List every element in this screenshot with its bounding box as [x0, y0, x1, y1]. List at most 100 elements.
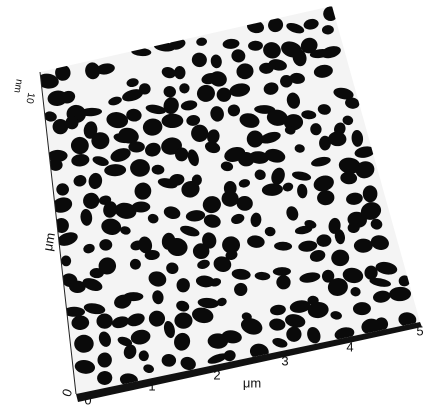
pore [216, 87, 232, 102]
pore [276, 275, 291, 290]
pore [180, 225, 200, 237]
pore [142, 118, 163, 136]
pore [369, 277, 391, 287]
pore [221, 190, 239, 207]
x-tick-label: 1 [148, 378, 155, 393]
pore [147, 213, 159, 224]
pore [91, 132, 110, 150]
x-axis-label: μm [243, 375, 261, 390]
pore [186, 115, 201, 126]
pore [239, 113, 260, 128]
pore [354, 146, 375, 158]
pore [96, 313, 113, 329]
pore [134, 182, 152, 200]
pore [169, 173, 185, 186]
pore [88, 172, 103, 190]
pore [123, 344, 137, 360]
pore [389, 286, 412, 302]
pore [203, 214, 221, 228]
pore [126, 108, 142, 122]
pore [360, 202, 382, 220]
pore [138, 350, 149, 362]
pore [163, 320, 175, 339]
pore [161, 353, 177, 367]
pore [207, 353, 228, 364]
pore [327, 278, 348, 296]
pore [254, 169, 266, 181]
pore [213, 256, 232, 272]
pore [289, 300, 311, 313]
pore [334, 229, 345, 245]
pore [268, 59, 287, 71]
pore [229, 83, 251, 97]
pore [92, 156, 109, 166]
pore [210, 106, 224, 122]
pore [340, 171, 358, 185]
pore [175, 147, 189, 162]
pore [145, 142, 161, 157]
pore [196, 84, 215, 102]
pore [144, 249, 160, 261]
pore [316, 234, 332, 247]
pore [362, 185, 378, 203]
pore [227, 104, 241, 117]
pore [110, 148, 131, 162]
pore [222, 236, 241, 254]
pore [254, 271, 271, 281]
pore [347, 222, 360, 234]
pore [330, 311, 342, 320]
pore [220, 161, 234, 172]
pore [174, 332, 191, 351]
z-axis-label: nm [11, 78, 24, 94]
pore [209, 278, 222, 287]
pore [310, 123, 322, 136]
pore [97, 371, 113, 385]
x-tick-label: 3 [281, 353, 288, 368]
y-tick-label: 0 [59, 387, 76, 399]
pore [48, 159, 63, 171]
pore [163, 97, 179, 115]
pore [320, 46, 341, 59]
pore [148, 271, 167, 287]
pore [352, 302, 371, 316]
pore [55, 64, 71, 81]
pore [338, 157, 361, 174]
pore [285, 314, 306, 328]
pore [313, 64, 333, 78]
pore [202, 232, 217, 249]
pore [292, 171, 312, 181]
surface-texture [40, 6, 417, 387]
base-edge [76, 322, 422, 402]
pore [294, 225, 313, 235]
pore [225, 250, 238, 260]
pore [60, 90, 76, 104]
pore [240, 318, 263, 335]
pore [195, 275, 215, 288]
pore [370, 218, 383, 230]
pore [57, 232, 78, 246]
pore [321, 25, 334, 35]
pore [191, 124, 209, 142]
pore [187, 149, 199, 167]
pore [148, 310, 166, 327]
pore [138, 236, 153, 254]
pore [97, 352, 112, 368]
pore [80, 107, 103, 117]
pore [106, 112, 129, 129]
pore [143, 364, 155, 374]
pore [176, 300, 190, 312]
pore [247, 235, 265, 248]
pore [301, 110, 317, 120]
pore [163, 206, 181, 220]
pore [284, 126, 296, 135]
pore [180, 356, 196, 371]
pore [313, 175, 334, 192]
pore [83, 192, 100, 209]
pore [261, 183, 283, 196]
pore [127, 313, 145, 327]
pore [83, 121, 98, 139]
pore [303, 18, 319, 30]
pore [259, 131, 281, 144]
pore [73, 175, 87, 187]
pore [174, 312, 193, 329]
